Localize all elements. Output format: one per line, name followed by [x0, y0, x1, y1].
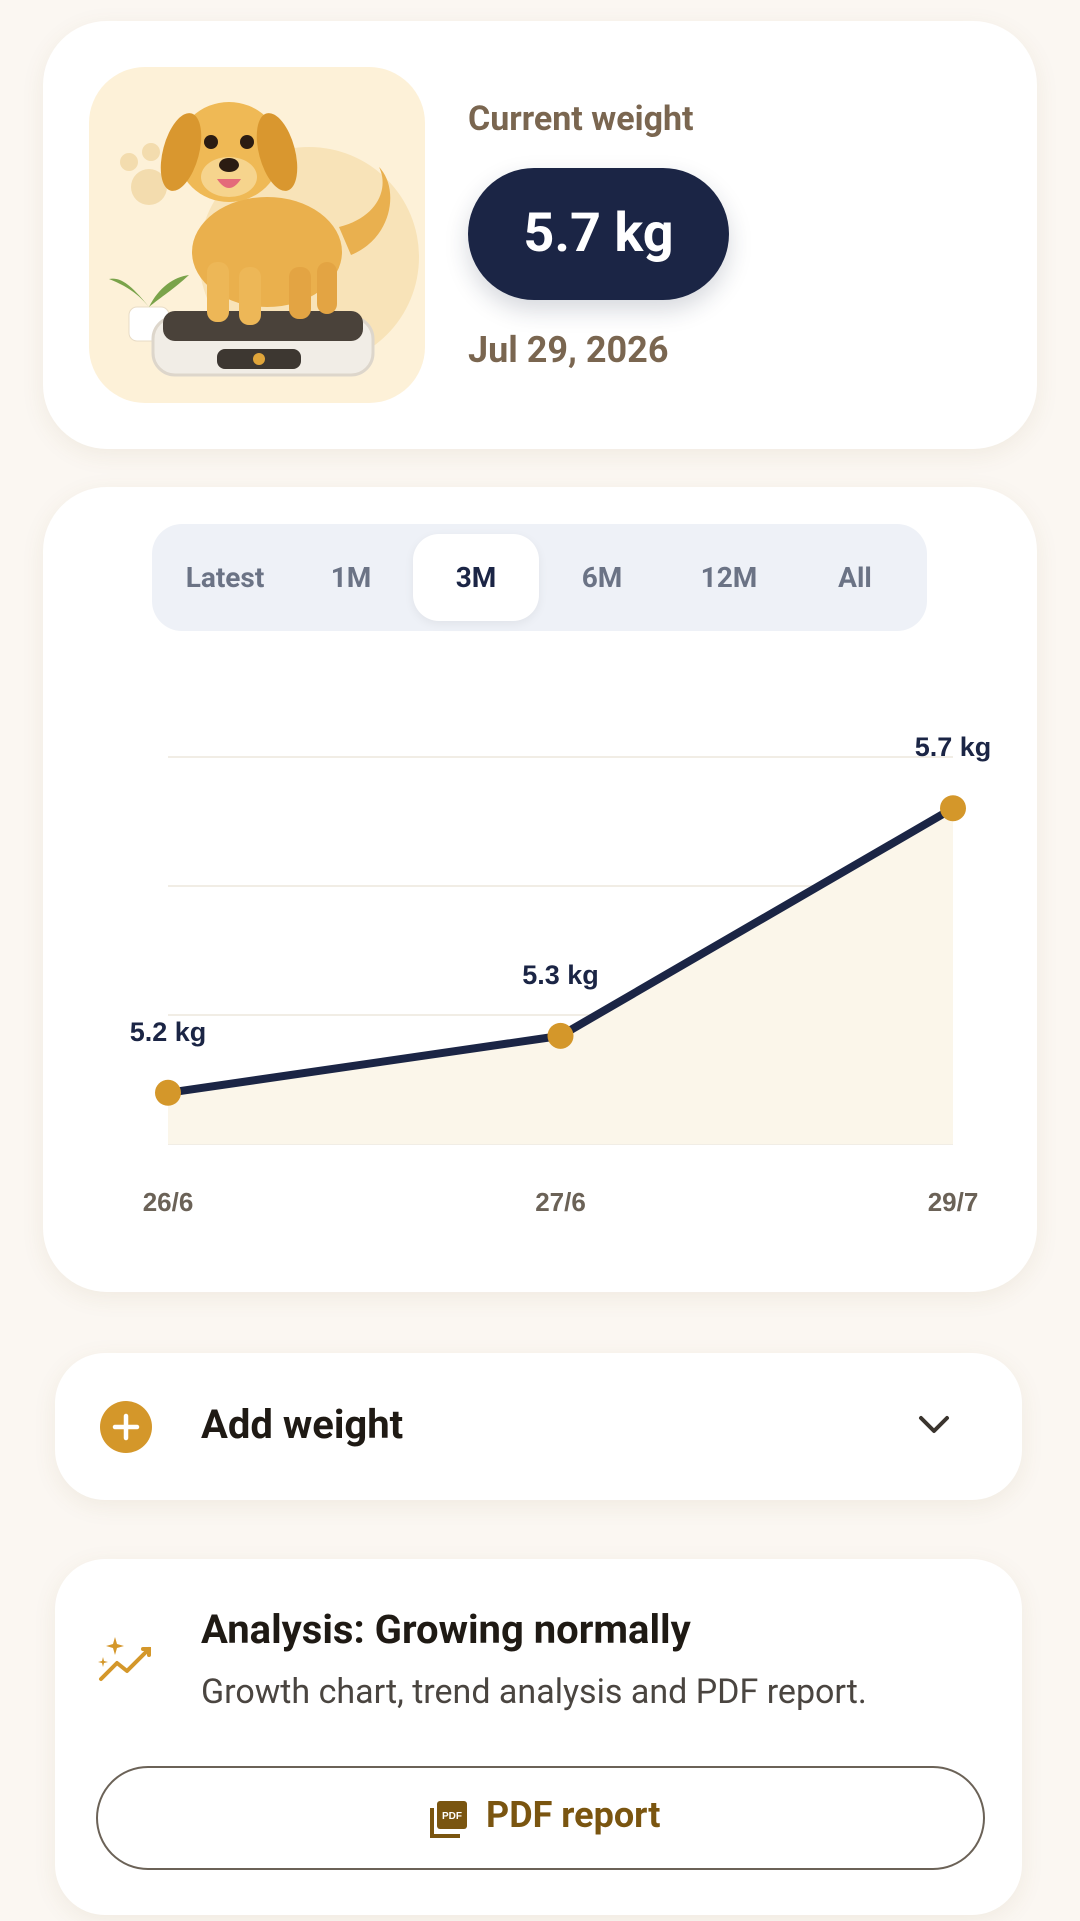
pdf-report-label: PDF report	[486, 1794, 661, 1836]
current-weight-value: 5.7 kg	[468, 168, 729, 300]
add-weight-row[interactable]: Add weight	[55, 1353, 1022, 1500]
x-tick-label: 26/6	[143, 1187, 194, 1217]
pdf-report-button[interactable]: PDF PDF report	[96, 1766, 985, 1870]
range-tabs	[152, 524, 927, 631]
dog-illustration	[89, 67, 425, 403]
value-label: 5.3 kg	[522, 960, 599, 990]
add-icon	[100, 1401, 152, 1453]
range-tab[interactable]: All	[838, 561, 872, 594]
add-weight-label: Add weight	[201, 1401, 404, 1448]
range-tab[interactable]: 6M	[581, 561, 623, 594]
value-label: 5.7 kg	[915, 732, 992, 762]
range-tab[interactable]: 3M	[413, 534, 539, 621]
range-tab[interactable]: 1M	[330, 561, 372, 594]
analysis-icon	[98, 1637, 151, 1681]
point	[940, 795, 966, 822]
pdf-icon: PDF	[430, 1801, 467, 1838]
point	[155, 1079, 181, 1106]
x-tick-label: 27/6	[535, 1187, 586, 1217]
area	[168, 808, 953, 1144]
point	[547, 1022, 574, 1049]
analysis-title: Analysis: Growing normally	[201, 1606, 691, 1653]
analysis-card: Analysis: Growing normally Growth chart,…	[55, 1559, 1022, 1915]
range-tab[interactable]: Latest	[185, 561, 265, 594]
weight-date: Jul 29, 2026	[468, 329, 669, 371]
svg-text:PDF: PDF	[442, 1811, 462, 1822]
chevron-down	[919, 1416, 949, 1433]
weight-chart: 5.2 kg 26/6 5.3 kg 27/6 5.7 kg 29/7	[130, 732, 992, 1217]
current-weight-card: Current weight 5.7 kg Jul 29, 2026	[43, 21, 1037, 449]
current-weight-label: Current weight	[468, 99, 694, 139]
range-tab[interactable]: 12M	[700, 561, 758, 594]
value-label: 5.2 kg	[130, 1017, 207, 1047]
analysis-description: Growth chart, trend analysis and PDF rep…	[201, 1672, 867, 1712]
x-tick-label: 29/7	[928, 1187, 979, 1217]
